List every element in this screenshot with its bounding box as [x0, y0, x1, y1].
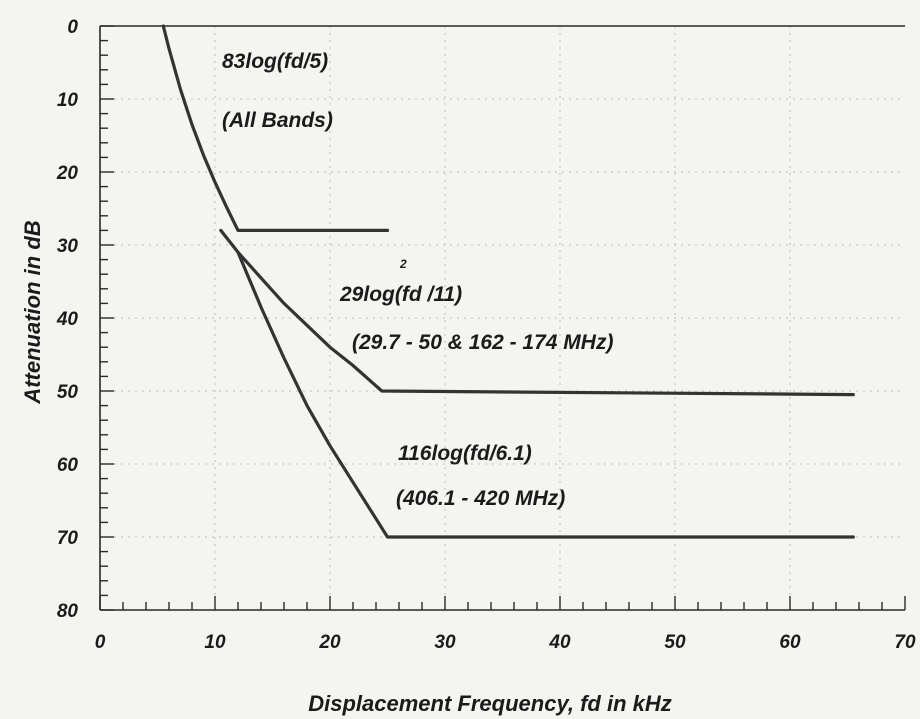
annotation-29log-superscript: 2 — [399, 257, 407, 271]
y-axis-title: Attenuation in dB — [20, 220, 45, 404]
y-tick-label: 30 — [57, 236, 79, 257]
annotation-29log: 29log(fd /11) — [339, 283, 462, 306]
grid — [100, 26, 905, 610]
y-tick-label: 70 — [57, 528, 79, 549]
series-line-3 — [236, 250, 855, 539]
x-tick-label: 60 — [779, 632, 801, 653]
x-tick-label: 20 — [318, 632, 341, 653]
series-group — [161, 24, 855, 539]
y-tick-label: 20 — [56, 163, 79, 184]
y-tick-label: 50 — [57, 382, 79, 403]
x-tick-label: 70 — [894, 632, 916, 653]
x-tick-label: 10 — [204, 632, 226, 653]
x-tick-label: 30 — [434, 632, 456, 653]
x-tick-label: 0 — [95, 632, 106, 653]
y-tick-label: 80 — [57, 601, 79, 622]
annotation-116log: 116log(fd/6.1) — [398, 442, 532, 465]
x-tick-labels: 0 10 20 30 40 50 60 70 — [95, 632, 916, 653]
y-tick-label: 40 — [56, 309, 79, 330]
annotation-vhf-bands: (29.7 - 50 & 162 - 174 MHz) — [352, 331, 613, 354]
x-axis-title: Displacement Frequency, fd in kHz — [308, 691, 672, 716]
y-tick-labels: 0 10 20 30 40 50 60 70 80 — [56, 17, 79, 622]
series-line-1 — [161, 24, 390, 232]
annotation-all-bands: (All Bands) — [222, 109, 333, 132]
y-tick-label: 10 — [57, 90, 79, 111]
x-tick-label: 50 — [664, 632, 686, 653]
x-tick-label: 40 — [548, 632, 571, 653]
series-line-2 — [219, 228, 855, 397]
annotation-uhf-band: (406.1 - 420 MHz) — [396, 487, 565, 510]
y-tick-label: 0 — [67, 17, 78, 38]
tick-marks — [99, 25, 906, 611]
annotation-83log: 83log(fd/5) — [222, 50, 328, 73]
y-tick-label: 60 — [57, 455, 79, 476]
